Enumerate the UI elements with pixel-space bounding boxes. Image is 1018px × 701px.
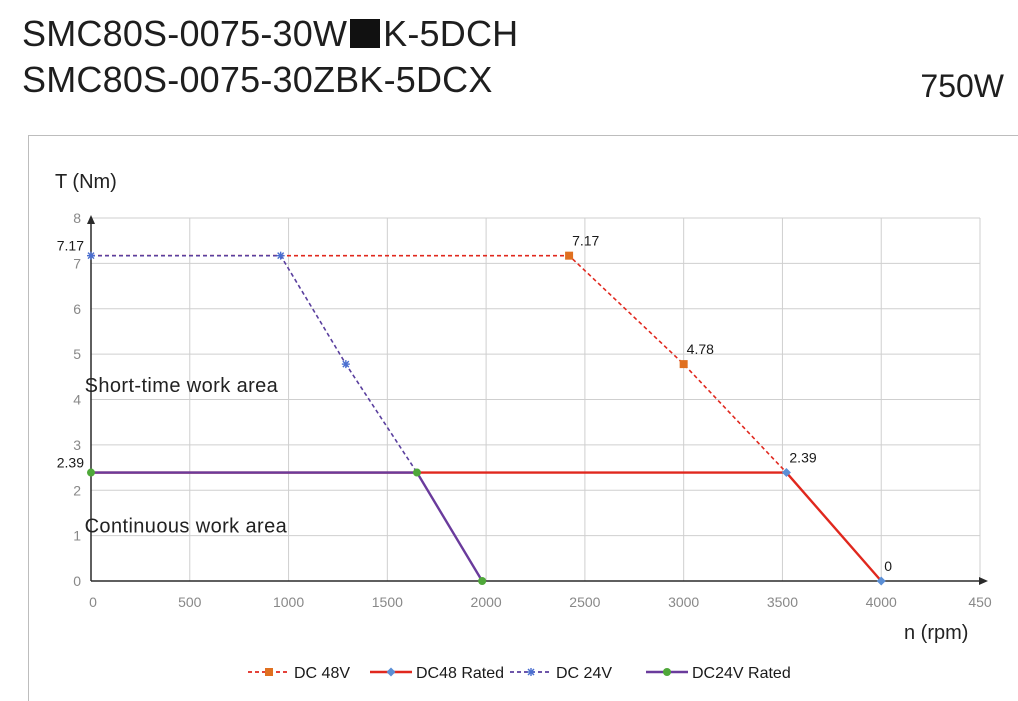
y-axis-arrow-icon: [87, 215, 95, 224]
data-point-marker: [679, 360, 688, 369]
data-label: 4.78: [687, 341, 714, 357]
x-tick-label: 3000: [668, 594, 699, 610]
legend-marker: [663, 668, 671, 676]
chart-panel: [28, 135, 1018, 701]
x-tick-label: 500: [178, 594, 202, 610]
data-point-marker: [565, 251, 574, 260]
data-point-marker: [341, 360, 350, 369]
x-tick-label: 450: [968, 594, 992, 610]
x-axis-title: n (rpm): [904, 622, 968, 644]
legend-entry-label: DC 48V: [294, 665, 350, 682]
data-label: 2.39: [789, 450, 816, 466]
area-annotation: Short-time work area: [85, 375, 279, 397]
legend-marker: [265, 668, 273, 676]
legend-entry-label: DC48 Rated: [416, 665, 504, 682]
model-number-line-2: SMC80S-0075-30ZBK-5DCX: [22, 59, 493, 100]
data-label: 7.17: [572, 233, 599, 249]
x-tick-label: 1500: [372, 594, 403, 610]
x-axis-arrow-icon: [979, 577, 988, 585]
x-tick-label: 3500: [767, 594, 798, 610]
y-axis-title: T (Nm): [55, 171, 117, 193]
data-point-marker: [412, 468, 421, 477]
data-point-marker: [276, 251, 285, 260]
model-number-line-1: SMC80S-0075-30W K-5DCH: [22, 14, 518, 54]
legend-marker: [386, 667, 396, 677]
y-tick-label: 0: [73, 573, 81, 589]
data-label: 0: [884, 558, 892, 574]
legend-entry-label: DC 24V: [556, 665, 612, 682]
series-line: [91, 254, 418, 473]
x-tick-label: 0: [89, 594, 97, 610]
area-annotation: Continuous work area: [85, 516, 288, 538]
y-value-label: 7.17: [57, 238, 84, 254]
y-tick-label: 2: [73, 482, 81, 498]
data-point-marker: [87, 468, 95, 477]
y-tick-label: 1: [73, 528, 81, 544]
y-tick-label: 7: [73, 255, 81, 271]
legend-marker: [527, 668, 535, 676]
legend-entry-label: DC24V Rated: [692, 665, 791, 682]
data-point-marker: [876, 576, 886, 586]
y-tick-label: 5: [73, 346, 81, 362]
x-tick-label: 2500: [569, 594, 600, 610]
x-tick-label: 4000: [866, 594, 897, 610]
x-tick-label: 1000: [273, 594, 304, 610]
data-point-marker: [781, 468, 791, 478]
model-prefix: SMC80S-0075-30W: [22, 13, 348, 54]
data-point-marker: [87, 251, 95, 260]
y-tick-label: 8: [73, 210, 81, 226]
model-suffix: K-5DCH: [383, 13, 519, 54]
y-value-label: 2.39: [57, 455, 84, 471]
black-square-glyph: [350, 19, 381, 48]
y-tick-label: 6: [73, 301, 81, 317]
x-tick-label: 2000: [471, 594, 502, 610]
power-rating: 750W: [920, 68, 1004, 104]
y-tick-label: 4: [73, 392, 81, 408]
data-point-marker: [478, 577, 487, 585]
y-tick-label: 3: [73, 437, 81, 453]
series-line: [91, 254, 882, 582]
